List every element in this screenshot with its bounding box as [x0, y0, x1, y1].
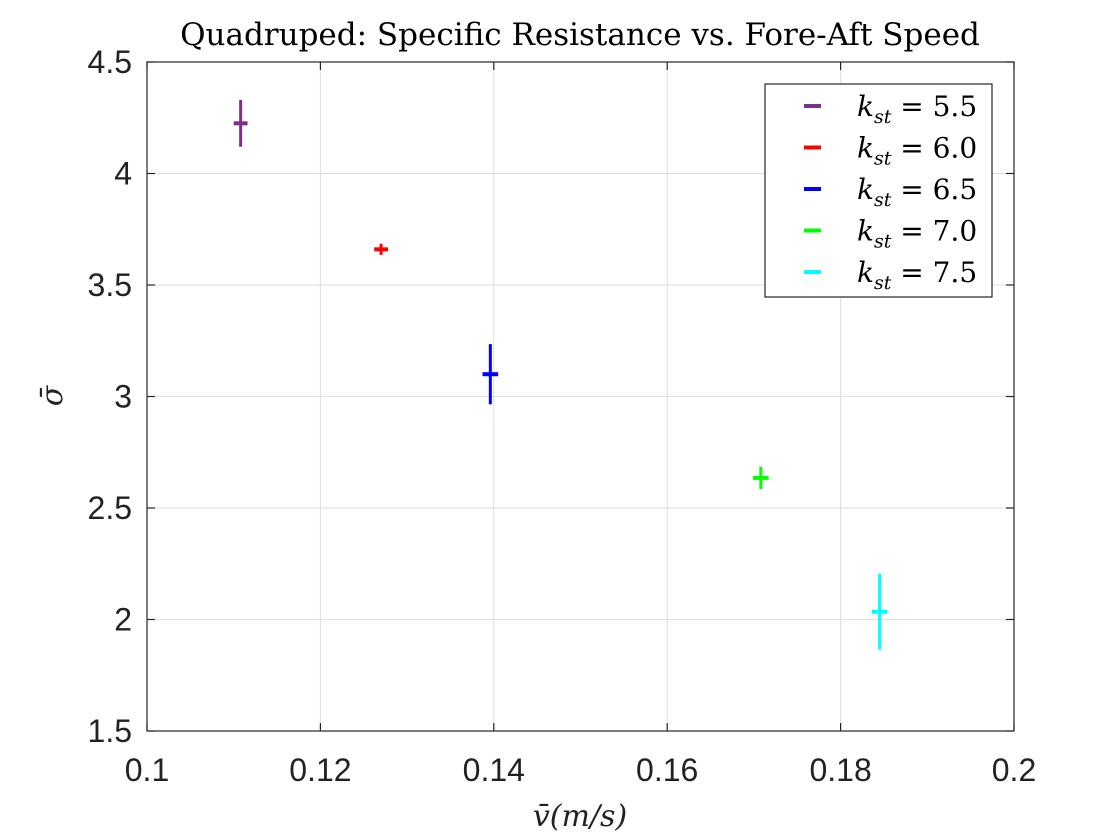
y-tick-label: 2: [114, 602, 132, 638]
axes-ticks: 0.1 0.12 0.14 0.16 0.18 0.2 1.5 2 2.5 3 3.5 4 4.5: [88, 44, 1037, 788]
y-tick-label: 4.5: [88, 44, 132, 80]
data-point: [753, 466, 769, 490]
legend-entry: kst = 7.0: [857, 215, 977, 253]
y-tick-label: 4: [114, 156, 132, 192]
data-point: [482, 344, 499, 405]
y-axis-label: σ̄: [35, 384, 70, 406]
data-point: [871, 573, 888, 650]
x-tick-label: 0.12: [289, 752, 351, 788]
x-tick-label: 0.1: [125, 752, 169, 788]
y-tick-label: 1.5: [88, 713, 132, 749]
y-tick-label: 2.5: [88, 490, 132, 526]
legend-entry: kst = 7.5: [857, 256, 977, 294]
x-tick-label: 0.2: [992, 752, 1036, 788]
y-tick-label: 3: [114, 379, 132, 415]
data-point: [374, 243, 389, 255]
chart-title: Quadruped: Specific Resistance vs. Fore-…: [180, 17, 980, 53]
legend-entry: kst = 6.0: [857, 132, 977, 170]
x-tick-label: 0.16: [636, 752, 698, 788]
legend-entry: kst = 6.5: [857, 173, 977, 211]
legend-box: [764, 83, 993, 298]
y-tick-label: 3.5: [88, 267, 132, 303]
x-tick-label: 0.14: [463, 752, 525, 788]
data-series: [233, 99, 888, 650]
data-point: [233, 99, 248, 147]
x-tick-label: 0.18: [809, 752, 871, 788]
x-axis-label: v̄(m/s): [533, 799, 627, 834]
legend-entry: kst = 5.5: [857, 90, 977, 128]
